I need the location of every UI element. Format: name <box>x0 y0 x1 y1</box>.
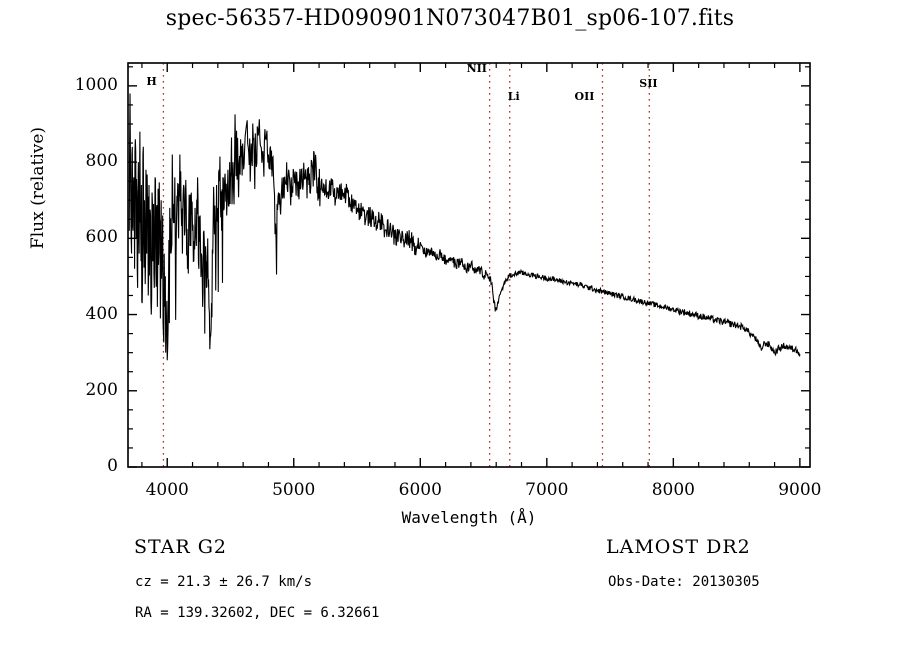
spectral-line-label-nii: NII <box>466 62 487 75</box>
footer-object-class: STAR G2 <box>134 536 227 558</box>
spectral-line-label-li: Li <box>507 90 520 103</box>
y-tick-label: 1000 <box>74 74 118 95</box>
footer-obs-date: Obs-Date: 20130305 <box>608 574 760 590</box>
spectrum-line <box>128 93 801 361</box>
y-tick-label: 800 <box>85 151 118 172</box>
x-tick-label: 5000 <box>272 480 316 500</box>
x-tick-label: 7000 <box>525 480 569 500</box>
footer-cz: cz = 21.3 ± 26.7 km/s <box>135 574 313 590</box>
spectral-line-label-h: H <box>146 75 157 88</box>
y-tick-label: 200 <box>85 379 118 400</box>
page-title: spec-56357-HD090901N073047B01_sp06-107.f… <box>165 6 735 31</box>
footer-survey: LAMOST DR2 <box>606 536 751 558</box>
y-tick-label: 0 <box>107 456 118 476</box>
y-axis-title: Flux (relative) <box>28 126 48 250</box>
x-tick-label: 9000 <box>778 480 822 500</box>
plot-frame-overlay <box>127 62 811 468</box>
y-tick-label: 400 <box>85 303 118 324</box>
footer-coordinates: RA = 139.32602, DEC = 6.32661 <box>135 605 380 621</box>
x-axis-title: Wavelength (Å) <box>401 508 537 527</box>
x-tick-label: 4000 <box>145 480 189 500</box>
spectral-line-label-sii: SII <box>639 77 658 90</box>
spectral-line-label-oii: OII <box>574 90 595 103</box>
y-tick-label: 600 <box>85 227 118 248</box>
x-tick-label: 6000 <box>398 480 442 500</box>
x-tick-label: 8000 <box>651 480 695 500</box>
